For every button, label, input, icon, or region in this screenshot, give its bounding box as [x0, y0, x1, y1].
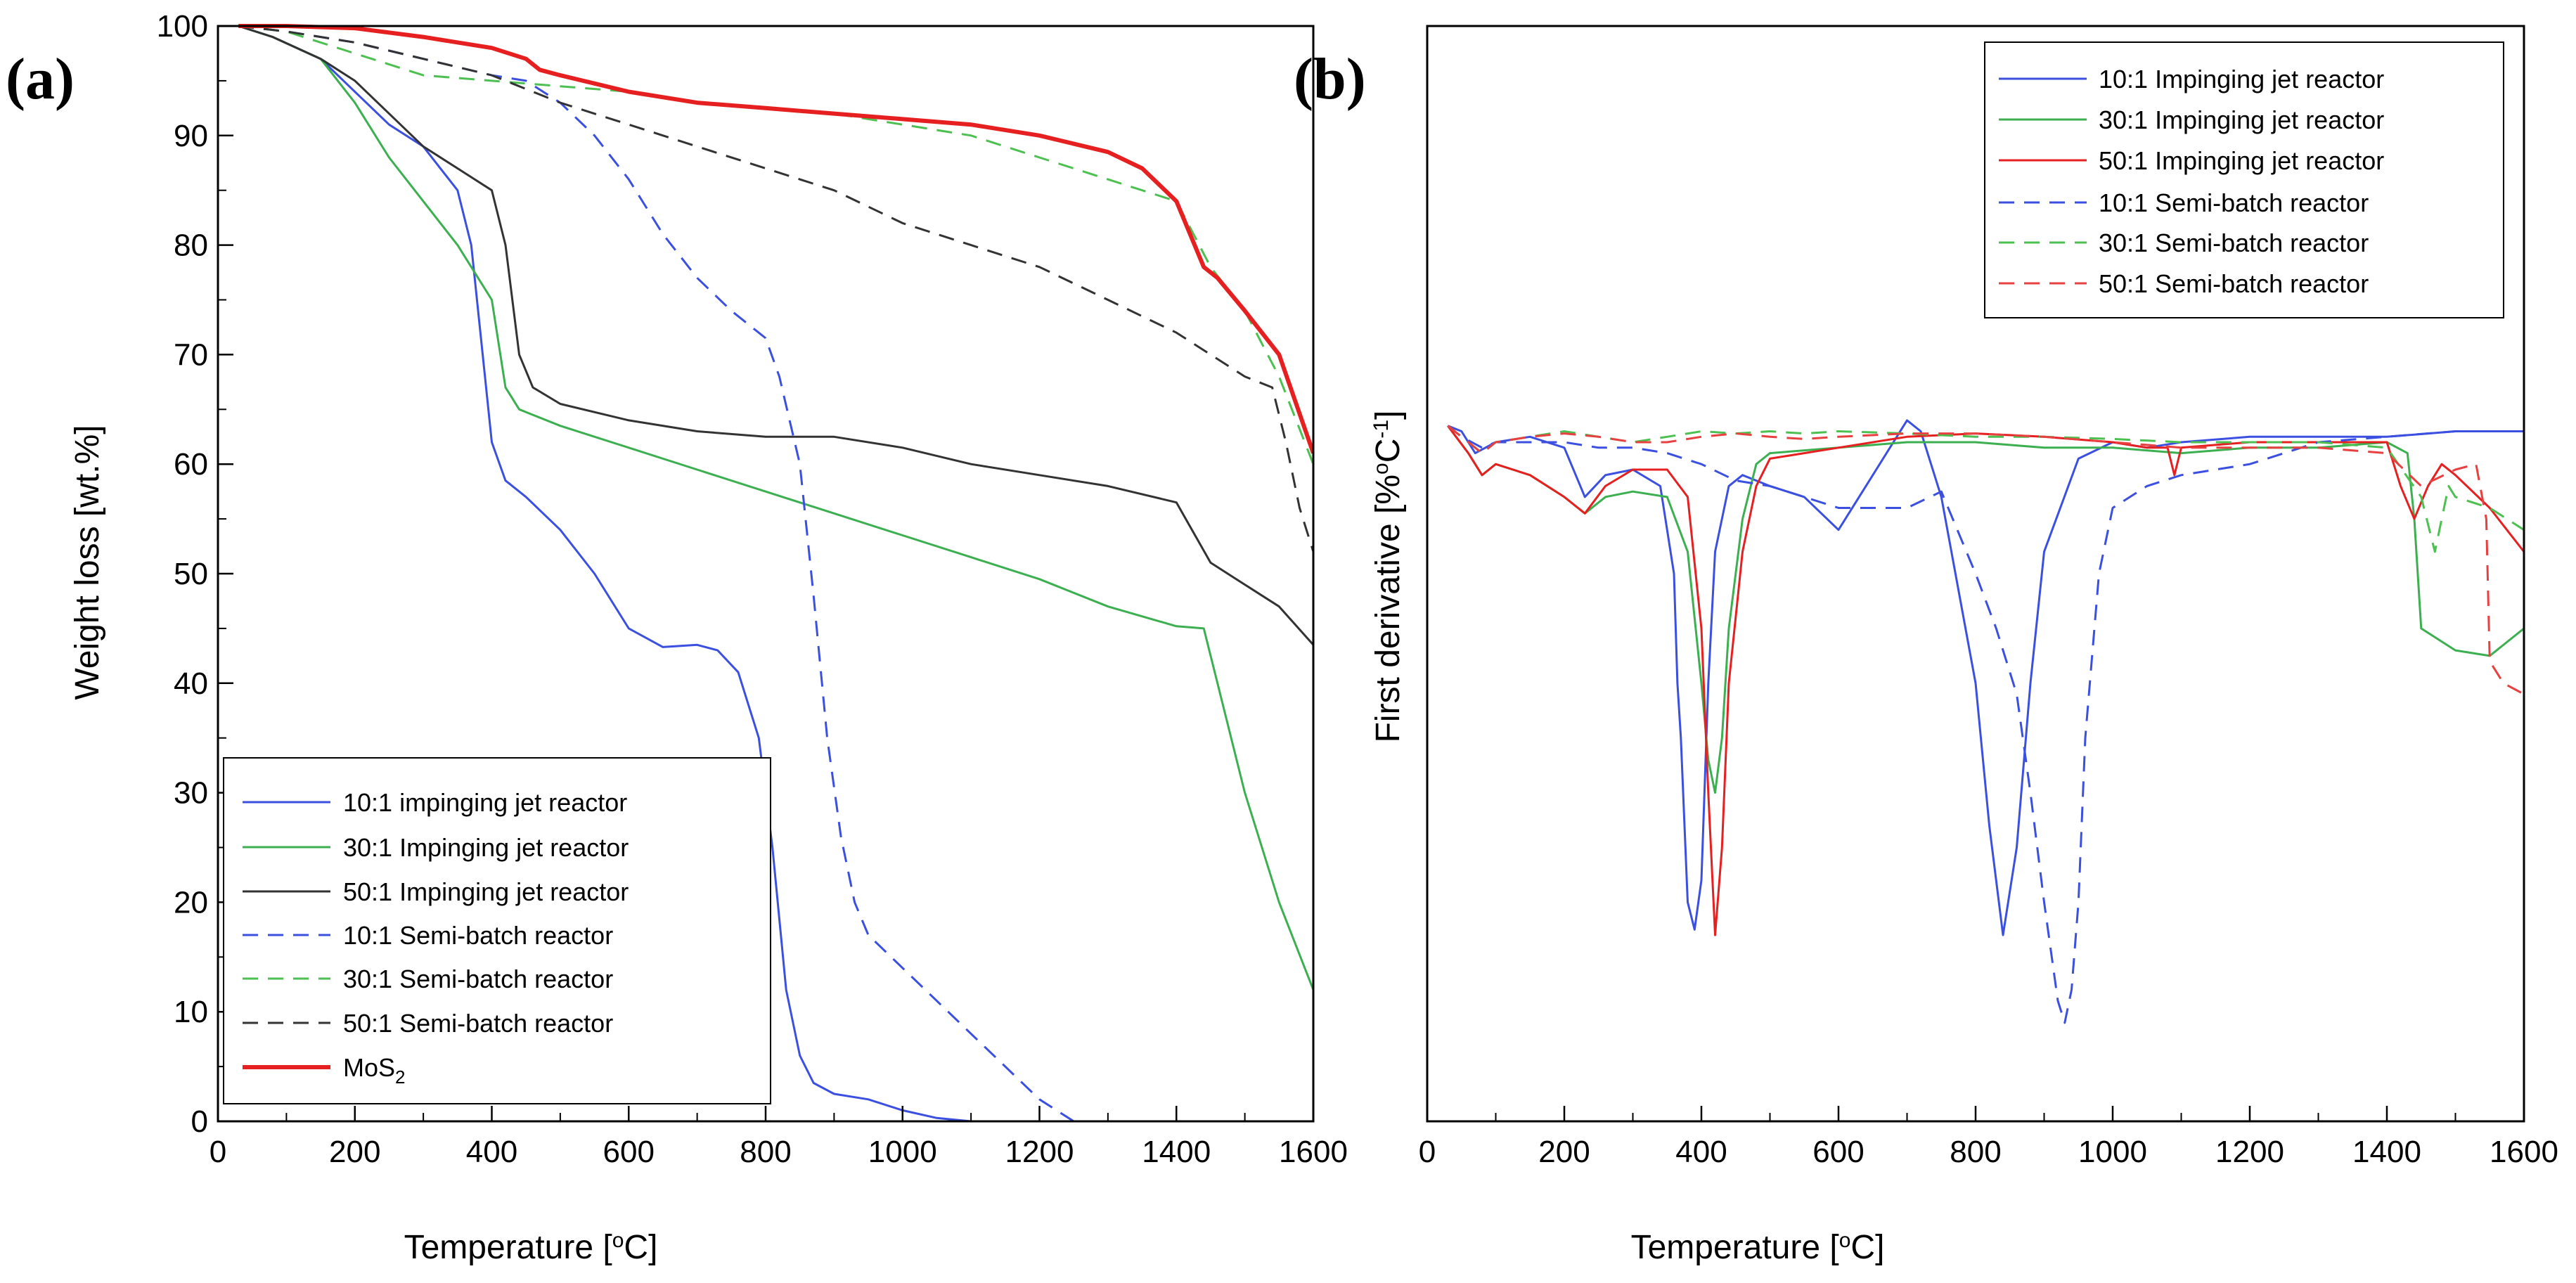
x-tick-label-a-3: 600 [603, 1135, 655, 1169]
y-tick-label-a-0: 0 [191, 1104, 208, 1139]
plot-area-a: 0 200 400 600 800 1000 1200 1400 1600 0 10 20 30 40 50… [157, 9, 1348, 1169]
legend-box-a [223, 757, 771, 1104]
y-tick-label-a-9: 90 [174, 119, 208, 153]
legend-label-b-0: 10:1 Impinging jet reactor [2099, 65, 2384, 94]
y-tick-label-a-3: 30 [174, 776, 208, 811]
legend-label-a-4: 30:1 Semi-batch reactor [343, 965, 613, 993]
x-tick-label-b-2: 400 [1675, 1135, 1727, 1169]
x-tick-label-a-4: 800 [740, 1135, 791, 1169]
y-axis-title-b: First derivative [%oC-1] [1370, 411, 1408, 743]
legend-label-a-6: MoS2 [343, 1053, 406, 1088]
legend-label-b-3: 10:1 Semi-batch reactor [2099, 188, 2369, 217]
series-line-b-1 [1447, 425, 2524, 794]
legend-label-a-3: 10:1 Semi-batch reactor [343, 921, 613, 950]
x-tick-label-a-5: 1000 [868, 1135, 937, 1169]
y-tick-label-a-6: 60 [174, 447, 208, 482]
series-line-b-2 [1447, 425, 2524, 936]
series-line-a-2 [238, 25, 1313, 646]
x-tick-label-a-0: 0 [210, 1135, 226, 1169]
legend-a: 10:1 impinging jet reactor 30:1 Impingin… [223, 757, 771, 1104]
series-group-b [1447, 419, 2524, 1024]
series-line-a-5 [238, 25, 1313, 553]
x-tick-label-a-1: 200 [329, 1135, 380, 1169]
chart-b: (b) 0 200 400 600 800 1000 1200 1400 1600 Temper… [1294, 25, 2558, 1267]
y-axis-title-a: Weight loss [wt.%] [69, 425, 106, 699]
panel-label-b: (b) [1294, 46, 1366, 112]
legend-label-a-1: 30:1 Impinging jet reactor [343, 833, 629, 862]
legend-label-a-0: 10:1 impinging jet reactor [343, 788, 627, 817]
legend-label-b-1: 30:1 Impinging jet reactor [2099, 105, 2384, 134]
series-line-a-0 [238, 25, 1313, 1123]
x-tick-label-b-5: 1000 [2078, 1135, 2147, 1169]
x-tick-label-a-8: 1600 [1279, 1135, 1348, 1169]
legend-label-a-5: 50:1 Semi-batch reactor [343, 1009, 613, 1038]
x-tick-label-b-1: 200 [1538, 1135, 1590, 1169]
y-tick-label-a-10: 100 [157, 9, 208, 44]
y-tick-label-a-7: 70 [174, 337, 208, 372]
plot-area-b: 0 200 400 600 800 1000 1200 1400 1600 [1419, 25, 2558, 1169]
legend-box-b [1984, 41, 2504, 318]
x-tick-label-b-7: 1400 [2352, 1135, 2421, 1169]
series-group-a [238, 24, 1313, 1123]
legend-label-a-2: 50:1 Impinging jet reactor [343, 877, 629, 906]
x-tick-label-b-3: 600 [1812, 1135, 1864, 1169]
series-line-a-6 [238, 24, 1313, 454]
series-line-b-3 [1447, 425, 2524, 1024]
x-tick-label-a-6: 1200 [1005, 1135, 1074, 1169]
y-tick-label-a-1: 10 [174, 995, 208, 1029]
legend-label-b-5: 50:1 Semi-batch reactor [2099, 269, 2369, 298]
series-line-a-4 [238, 25, 1313, 465]
legend-label-b-2: 50:1 Impinging jet reactor [2099, 146, 2384, 175]
x-axis-title-b: Temperature [oC] [1631, 1229, 1885, 1267]
series-line-a-1 [238, 25, 1313, 991]
series-line-a-3 [238, 25, 1313, 1123]
series-line-b-0 [1447, 419, 2524, 936]
y-tick-label-a-2: 20 [174, 885, 208, 920]
legend-b: 10:1 Impinging jet reactor 30:1 Impingin… [1984, 41, 2504, 318]
x-tick-label-a-2: 400 [466, 1135, 517, 1169]
y-tick-label-a-8: 80 [174, 228, 208, 263]
x-tick-label-a-7: 1400 [1142, 1135, 1211, 1169]
x-tick-label-b-8: 1600 [2490, 1135, 2558, 1169]
x-axis-title-a: Temperature [oC] [404, 1229, 658, 1267]
series-line-b-5 [1447, 425, 2524, 695]
x-tick-label-b-0: 0 [1419, 1135, 1436, 1169]
x-tick-label-b-4: 800 [1950, 1135, 2001, 1169]
legend-label-b-4: 30:1 Semi-batch reactor [2099, 228, 2369, 257]
y-tick-label-a-4: 40 [174, 666, 208, 701]
y-tick-label-a-5: 50 [174, 557, 208, 591]
chart-a: (a) 0 200 400 600 800 1000 1200 1400 1600 0 10 20 30… [6, 9, 1348, 1266]
panel-label-a: (a) [6, 46, 75, 112]
x-tick-label-b-6: 1200 [2215, 1135, 2284, 1169]
